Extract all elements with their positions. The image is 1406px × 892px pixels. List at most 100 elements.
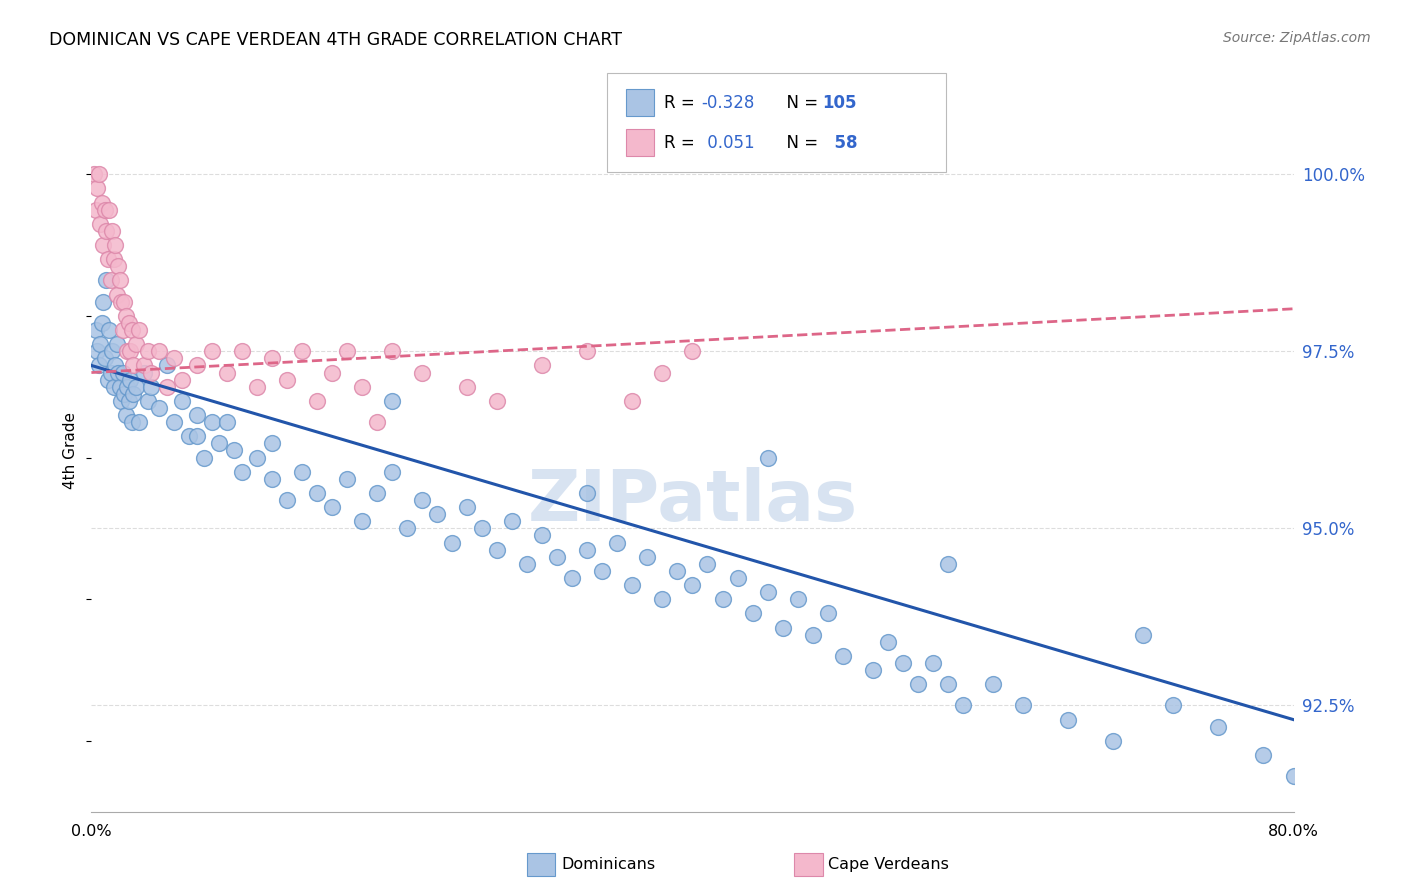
Text: R =: R =: [664, 134, 700, 152]
Point: [321, 500, 343, 515]
Point: [125, 380, 148, 394]
Point: [115, 309, 138, 323]
Point: [411, 366, 433, 380]
Point: [89, 337, 111, 351]
Point: [90, 195, 112, 210]
Point: [186, 408, 208, 422]
Point: [170, 373, 193, 387]
Point: [817, 607, 839, 621]
Point: [366, 486, 388, 500]
Point: [636, 549, 658, 564]
Point: [276, 493, 298, 508]
Point: [276, 373, 298, 387]
Point: [105, 337, 128, 351]
Point: [681, 578, 703, 592]
Point: [186, 359, 208, 373]
Point: [576, 486, 599, 500]
Point: [93, 238, 115, 252]
Point: [87, 359, 110, 373]
Point: [381, 344, 404, 359]
Point: [193, 450, 215, 465]
Point: [651, 592, 673, 607]
Point: [117, 344, 139, 359]
Text: N =: N =: [776, 134, 824, 152]
Point: [87, 167, 110, 181]
Point: [246, 380, 269, 394]
Point: [83, 167, 105, 181]
Point: [471, 521, 494, 535]
Point: [163, 351, 186, 366]
Point: [260, 436, 283, 450]
Text: 105: 105: [823, 94, 858, 112]
Point: [350, 380, 373, 394]
Point: [101, 224, 124, 238]
Point: [94, 202, 117, 217]
Text: Cape Verdeans: Cape Verdeans: [828, 857, 949, 871]
Text: -0.328: -0.328: [702, 94, 755, 112]
Point: [86, 181, 108, 195]
Point: [801, 627, 824, 641]
Point: [516, 557, 538, 571]
Point: [93, 294, 115, 309]
Point: [114, 386, 136, 401]
Point: [132, 366, 155, 380]
Text: DOMINICAN VS CAPE VERDEAN 4TH GRADE CORRELATION CHART: DOMINICAN VS CAPE VERDEAN 4TH GRADE CORR…: [49, 31, 623, 49]
Point: [138, 344, 160, 359]
Point: [100, 273, 122, 287]
Point: [141, 366, 163, 380]
Point: [291, 344, 314, 359]
Point: [120, 373, 142, 387]
Point: [411, 493, 433, 508]
Point: [89, 217, 111, 231]
Point: [486, 542, 509, 557]
Point: [336, 472, 359, 486]
Point: [350, 514, 373, 528]
Point: [105, 287, 128, 301]
Point: [201, 415, 224, 429]
Point: [215, 366, 238, 380]
Point: [141, 380, 163, 394]
Point: [936, 557, 959, 571]
Y-axis label: 4th Grade: 4th Grade: [63, 412, 79, 489]
Point: [831, 648, 853, 663]
Point: [756, 450, 779, 465]
Point: [120, 344, 142, 359]
Point: [711, 592, 734, 607]
Point: [381, 393, 404, 408]
Text: ZIPatlas: ZIPatlas: [527, 467, 858, 535]
Point: [891, 656, 914, 670]
Point: [231, 465, 253, 479]
Point: [456, 380, 478, 394]
Point: [531, 528, 554, 542]
Point: [666, 564, 689, 578]
Point: [122, 359, 145, 373]
Point: [118, 316, 141, 330]
Point: [122, 386, 145, 401]
Point: [366, 415, 388, 429]
Point: [1282, 769, 1305, 783]
Text: R =: R =: [664, 94, 700, 112]
Point: [531, 359, 554, 373]
Point: [132, 359, 155, 373]
Point: [108, 380, 131, 394]
Point: [456, 500, 478, 515]
Point: [148, 401, 170, 415]
Point: [98, 202, 121, 217]
Point: [107, 260, 129, 274]
Point: [1012, 698, 1035, 713]
Point: [163, 415, 186, 429]
Point: [1132, 627, 1154, 641]
Point: [696, 557, 718, 571]
Point: [260, 351, 283, 366]
Point: [103, 380, 125, 394]
Point: [907, 677, 929, 691]
Point: [651, 366, 673, 380]
Point: [90, 316, 112, 330]
Point: [110, 294, 132, 309]
Point: [155, 380, 177, 394]
Point: [97, 373, 120, 387]
Point: [727, 571, 749, 585]
Point: [291, 465, 314, 479]
Text: Source: ZipAtlas.com: Source: ZipAtlas.com: [1223, 31, 1371, 45]
Point: [246, 450, 269, 465]
